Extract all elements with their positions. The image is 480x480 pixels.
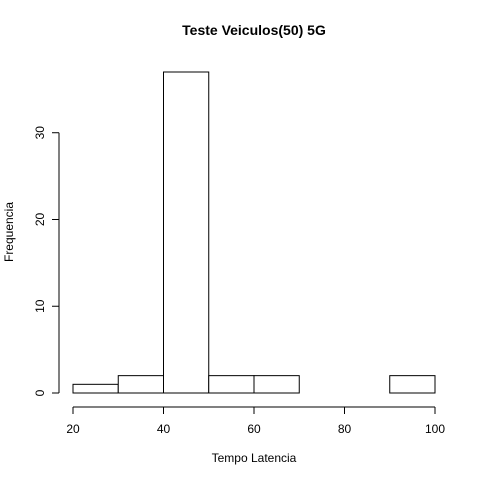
histogram-bar-30-40 [117,375,164,394]
x-tick-label-100: 100 [425,422,445,436]
y-tick-label-30: 30 [33,126,47,140]
y-axis: 0 10 20 30 [33,126,60,396]
histogram-bar-40-50 [163,71,210,394]
y-tick-label-20: 20 [33,212,47,226]
x-tick-label-80: 80 [338,422,352,436]
bars-group [72,71,436,394]
x-axis-label: Tempo Latencia [212,451,297,465]
y-tick-label-0: 0 [33,389,47,396]
y-tick-label-10: 10 [33,299,47,313]
histogram-bar-50-60 [208,375,255,394]
x-tick-label-60: 60 [247,422,261,436]
x-tick-label-40: 40 [157,422,171,436]
x-tick-label-20: 20 [66,422,80,436]
histogram-bar-90-100 [389,375,436,394]
y-axis-label: Frequencia [2,202,16,262]
histogram-bar-20-30 [72,383,119,394]
histogram-bar-60-70 [253,375,300,394]
x-axis: 20 40 60 80 100 [66,406,445,436]
chart-title: Teste Veiculos(50) 5G [182,22,326,38]
